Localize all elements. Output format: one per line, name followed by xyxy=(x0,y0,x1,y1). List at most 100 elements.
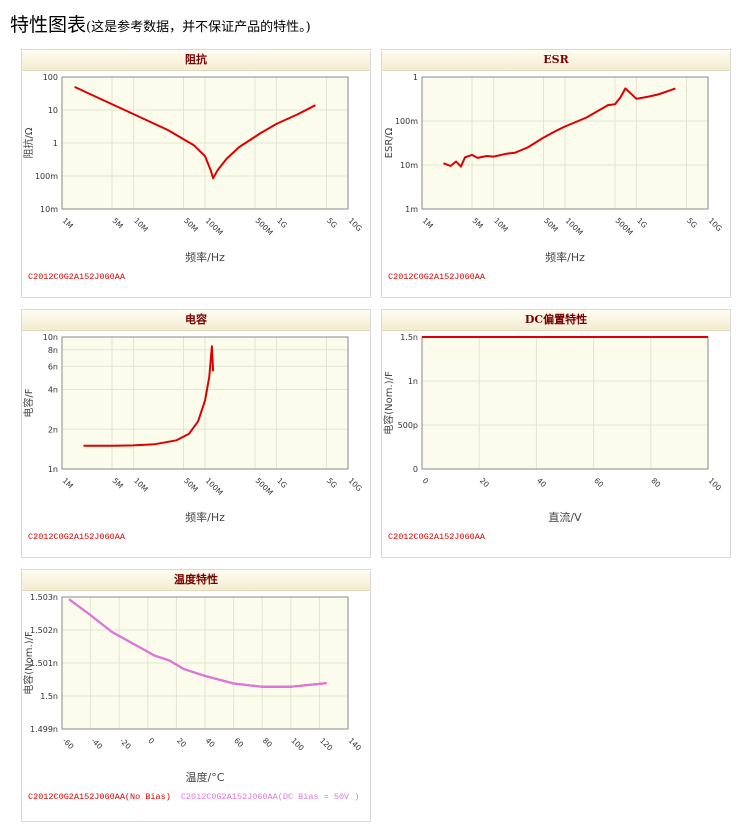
x-tick-label: 1M xyxy=(61,216,75,230)
y-axis-label: 电容(Nom.)/F xyxy=(382,371,395,435)
x-tick-label: 5M xyxy=(471,216,485,230)
x-tick-label: 80 xyxy=(649,476,662,489)
legend: C2012C0G2A152J060AA xyxy=(28,532,135,542)
x-tick-label: 120 xyxy=(318,736,335,753)
y-axis-label: 阻抗/Ω xyxy=(22,127,35,158)
page-title: 特性图表(这是参考数据，并不保证产品的特性。) xyxy=(10,10,311,37)
temperature-chart: -60 -40 -20 0 20 40 60 80 100 120 140 1.499n 1.5n 1.5… xyxy=(22,593,364,784)
x-tick-label: 1G xyxy=(275,476,289,490)
y-tick-label: 1n xyxy=(408,377,418,386)
y-tick-label: 10 xyxy=(48,106,58,115)
y-tick-label: 100 xyxy=(43,73,58,82)
x-tick-label: 0 xyxy=(421,476,431,486)
y-tick-label: 6n xyxy=(48,362,58,371)
x-tick-label: 5M xyxy=(111,216,125,230)
y-tick-label: 0 xyxy=(413,465,418,474)
y-tick-label: 1.501n xyxy=(30,659,58,668)
x-tick-label: 10M xyxy=(132,216,150,234)
x-tick-label: 100 xyxy=(289,736,306,753)
x-tick-label: 100M xyxy=(204,476,225,497)
legend-entry: C2012C0G2A152J060AA xyxy=(388,532,485,542)
x-tick-label: 100M xyxy=(204,216,225,237)
dc-bias-chart: 0 20 40 60 80 100 0 500p 1n 1.5n 直流/V 电容(Nom.)/F xyxy=(382,333,723,524)
impedance-chart-panel: 阻抗 1M 5M 10M 50M 100M 500M 1G 5G 10G 10m 100m 1 10 10… xyxy=(21,49,371,298)
x-tick-label: 50M xyxy=(182,216,200,234)
x-axis-label: 频率/Hz xyxy=(185,510,225,524)
plot-border xyxy=(61,336,349,470)
x-tick-label: 140 xyxy=(347,736,364,753)
dc-bias-chart-panel: DC偏置特性 0 20 40 60 80 100 0 500p 1n 1.5n 直流/V 电容(Nom… xyxy=(381,309,731,558)
x-tick-label: 50M xyxy=(542,216,560,234)
chart-title: DC偏置特性 xyxy=(382,310,730,331)
x-tick-label: 100M xyxy=(564,216,585,237)
x-tick-label: 10G xyxy=(347,216,364,233)
chart-title: 温度特性 xyxy=(22,570,370,591)
x-axis-label: 直流/V xyxy=(548,510,582,524)
series-line xyxy=(83,345,215,447)
y-tick-label: 10m xyxy=(400,161,418,170)
y-tick-label: 1.5n xyxy=(400,333,418,342)
x-tick-label: -60 xyxy=(61,736,76,751)
esr-chart: 1M 5M 10M 50M 100M 500M 1G 5G 10G 1m 10m 100m 1 频率/Hz… xyxy=(384,73,724,264)
series-line xyxy=(68,598,327,688)
y-tick-label: 1n xyxy=(48,465,58,474)
y-tick-label: 1.503n xyxy=(30,593,58,602)
x-tick-label: 500M xyxy=(614,216,635,237)
x-tick-label: 5G xyxy=(325,216,339,230)
x-tick-label: 1G xyxy=(275,216,289,230)
legend: C2012C0G2A152J060AA xyxy=(28,272,135,282)
chart-title: ESR xyxy=(382,50,730,71)
plot-border xyxy=(61,76,349,210)
x-tick-label: 0 xyxy=(146,736,156,746)
y-tick-label: 8n xyxy=(48,346,58,355)
x-axis-label: 温度/°C xyxy=(186,770,225,784)
y-axis-label: 电容/F xyxy=(22,388,35,417)
legend: C2012C0G2A152J060AA(No Bias) C2012C0G2A15… xyxy=(28,792,369,802)
x-tick-label: 40 xyxy=(535,476,548,489)
x-tick-label: 5M xyxy=(111,476,125,490)
page-title-text: 特性图表 xyxy=(10,14,87,36)
x-axis-label: 频率/Hz xyxy=(185,250,225,264)
x-tick-label: -20 xyxy=(118,736,133,751)
legend: C2012C0G2A152J060AA xyxy=(388,272,495,282)
x-tick-label: 40 xyxy=(204,736,217,749)
plot-border xyxy=(421,76,709,210)
y-tick-label: 4n xyxy=(48,386,58,395)
impedance-chart: 1M 5M 10M 50M 100M 500M 1G 5G 10G 10m 100m 1 10 100 频率… xyxy=(22,73,364,264)
x-tick-label: 60 xyxy=(592,476,605,489)
esr-chart-panel: ESR 1M 5M 10M 50M 100M 500M 1G 5G 10G 1m 10m 100m 1 频… xyxy=(381,49,731,298)
y-tick-label: 1 xyxy=(53,139,58,148)
legend-entry: C2012C0G2A152J060AA(DC Bias = 50V ) xyxy=(180,792,360,802)
x-tick-label: 5G xyxy=(325,476,339,490)
y-axis-label: ESR/Ω xyxy=(384,127,395,158)
plot-area xyxy=(422,337,708,469)
x-axis-label: 频率/Hz xyxy=(545,250,585,264)
page-subtitle: (这是参考数据，并不保证产品的特性。) xyxy=(86,20,311,35)
temperature-chart-panel: 温度特性 -60 -40 -20 0 20 40 60 80 100 120 140 1.499n 1.… xyxy=(21,569,371,822)
legend-entry: C2012C0G2A152J060AA xyxy=(28,532,125,542)
x-tick-label: 20 xyxy=(175,736,188,749)
x-tick-label: 20 xyxy=(478,476,491,489)
y-tick-label: 10m xyxy=(40,205,58,214)
legend-entry: C2012C0G2A152J060AA xyxy=(388,272,485,282)
x-tick-label: 1G xyxy=(635,216,649,230)
y-tick-label: 1 xyxy=(413,73,418,82)
y-tick-label: 500p xyxy=(398,421,418,430)
chart-title: 电容 xyxy=(22,310,370,331)
x-tick-label: 80 xyxy=(261,736,274,749)
x-tick-label: 1M xyxy=(421,216,435,230)
y-tick-label: 1.499n xyxy=(30,725,58,734)
x-tick-label: 60 xyxy=(232,736,245,749)
x-tick-label: 5G xyxy=(685,216,699,230)
y-axis-label: 电容(Nom.)/F xyxy=(22,631,35,695)
x-tick-label: 10G xyxy=(707,216,724,233)
x-tick-label: 10M xyxy=(132,476,150,494)
plot-border xyxy=(61,596,349,730)
x-tick-label: -40 xyxy=(89,736,104,751)
legend: C2012C0G2A152J060AA xyxy=(388,532,495,542)
x-tick-label: 10G xyxy=(347,476,364,493)
legend-entry: C2012C0G2A152J060AA(No Bias) xyxy=(28,792,171,802)
y-tick-label: 1m xyxy=(405,205,418,214)
y-tick-label: 1.5n xyxy=(40,692,58,701)
y-tick-label: 1.502n xyxy=(30,626,58,635)
